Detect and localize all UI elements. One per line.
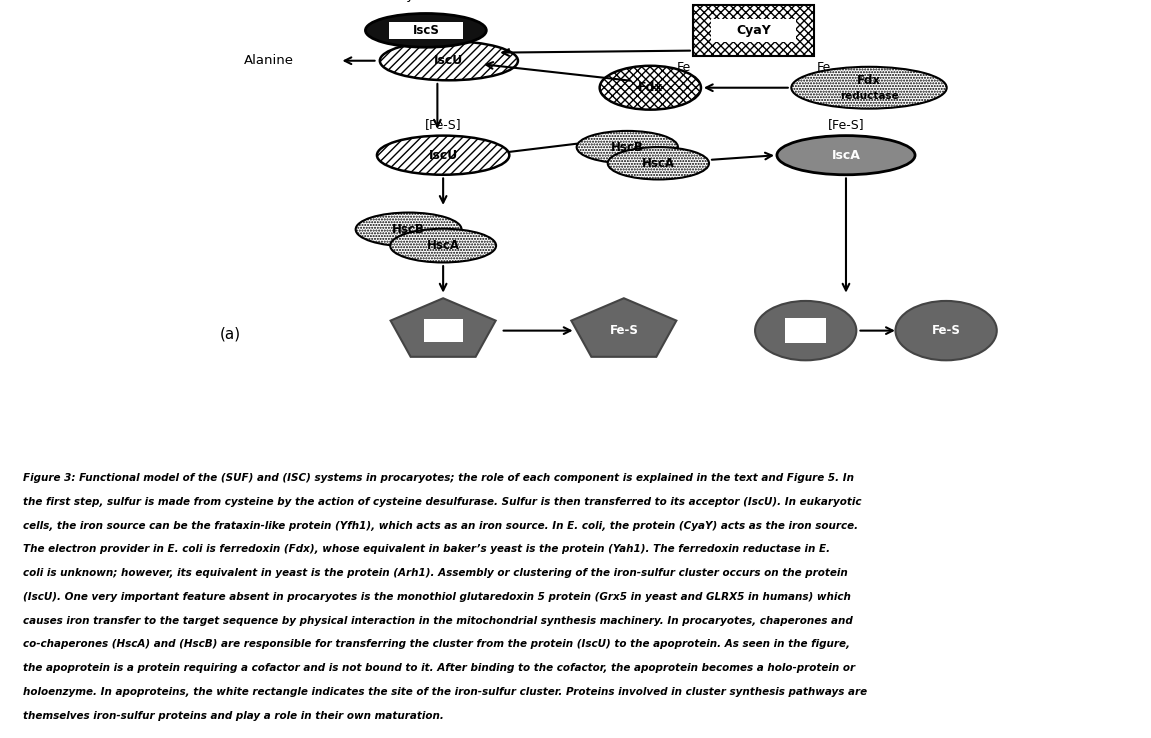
Ellipse shape (777, 136, 915, 175)
Bar (389, 21, 463, 39)
Text: Cysteine: Cysteine (397, 0, 455, 2)
Text: [Fe-S]: [Fe-S] (425, 118, 462, 131)
Circle shape (895, 301, 997, 360)
Ellipse shape (378, 136, 510, 175)
Text: HscA: HscA (427, 239, 459, 252)
Ellipse shape (380, 41, 518, 80)
Text: (a): (a) (220, 326, 241, 342)
Text: themselves iron-sulfur proteins and play a role in their own maturation.: themselves iron-sulfur proteins and play… (23, 711, 444, 721)
Polygon shape (390, 298, 496, 357)
Text: IscA: IscA (831, 148, 861, 162)
Ellipse shape (577, 131, 678, 163)
Text: [Fe-S]: [Fe-S] (828, 118, 864, 131)
Text: cells, the iron source can be the frataxin-like protein (Yfh1), which acts as an: cells, the iron source can be the fratax… (23, 520, 859, 531)
Bar (424, 319, 463, 342)
Ellipse shape (792, 67, 946, 108)
Text: causes iron transfer to the target sequence by physical interaction in the mitoc: causes iron transfer to the target seque… (23, 615, 853, 626)
Text: holoenzyme. In apoproteins, the white rectangle indicates the site of the iron-s: holoenzyme. In apoproteins, the white re… (23, 687, 867, 697)
Text: Fdx: Fdx (857, 75, 881, 88)
Text: Alanine: Alanine (244, 54, 294, 67)
Text: co-chaperones (HscA) and (HscB) are responsible for transferring the cluster fro: co-chaperones (HscA) and (HscB) are resp… (23, 639, 851, 649)
Text: Fe-S: Fe-S (609, 324, 639, 337)
Polygon shape (571, 298, 677, 357)
Text: HscB: HscB (611, 141, 643, 154)
Text: The electron provider in E. coli is ferredoxin (Fdx), whose equivalent in baker’: The electron provider in E. coli is ferr… (23, 545, 830, 554)
Circle shape (755, 301, 856, 360)
Text: Fe: Fe (677, 61, 691, 74)
Text: the apoprotein is a protein requiring a cofactor and is not bound to it. After b: the apoprotein is a protein requiring a … (23, 663, 855, 673)
Text: the first step, sulfur is made from cysteine by the action of cysteine desulfura: the first step, sulfur is made from cyst… (23, 497, 861, 507)
Text: reductase: reductase (839, 91, 899, 101)
Ellipse shape (600, 66, 701, 110)
Text: Fdx: Fdx (638, 81, 663, 94)
Text: Figure 3: Functional model of the (SUF) and (ISC) systems in procaryotes; the ro: Figure 3: Functional model of the (SUF) … (23, 473, 854, 483)
Ellipse shape (366, 13, 487, 47)
Text: IscU: IscU (434, 54, 464, 67)
Ellipse shape (608, 147, 709, 179)
Text: Fe: Fe (816, 61, 831, 74)
Bar (711, 19, 796, 42)
Text: HscB: HscB (392, 223, 425, 236)
Text: IscS: IscS (412, 24, 440, 37)
Bar (693, 5, 814, 55)
Text: coli is unknown; however, its equivalent in yeast is the protein (Arh1). Assembl: coli is unknown; however, its equivalent… (23, 568, 848, 578)
Ellipse shape (356, 213, 462, 246)
Bar (785, 319, 826, 342)
Text: HscA: HscA (642, 156, 674, 170)
Text: CyaY: CyaY (737, 24, 771, 37)
Text: Fe-S: Fe-S (931, 324, 961, 337)
Text: (IscU). One very important feature absent in procaryotes is the monothiol glutar: (IscU). One very important feature absen… (23, 592, 851, 602)
Text: IscU: IscU (428, 148, 458, 162)
Ellipse shape (390, 229, 496, 263)
